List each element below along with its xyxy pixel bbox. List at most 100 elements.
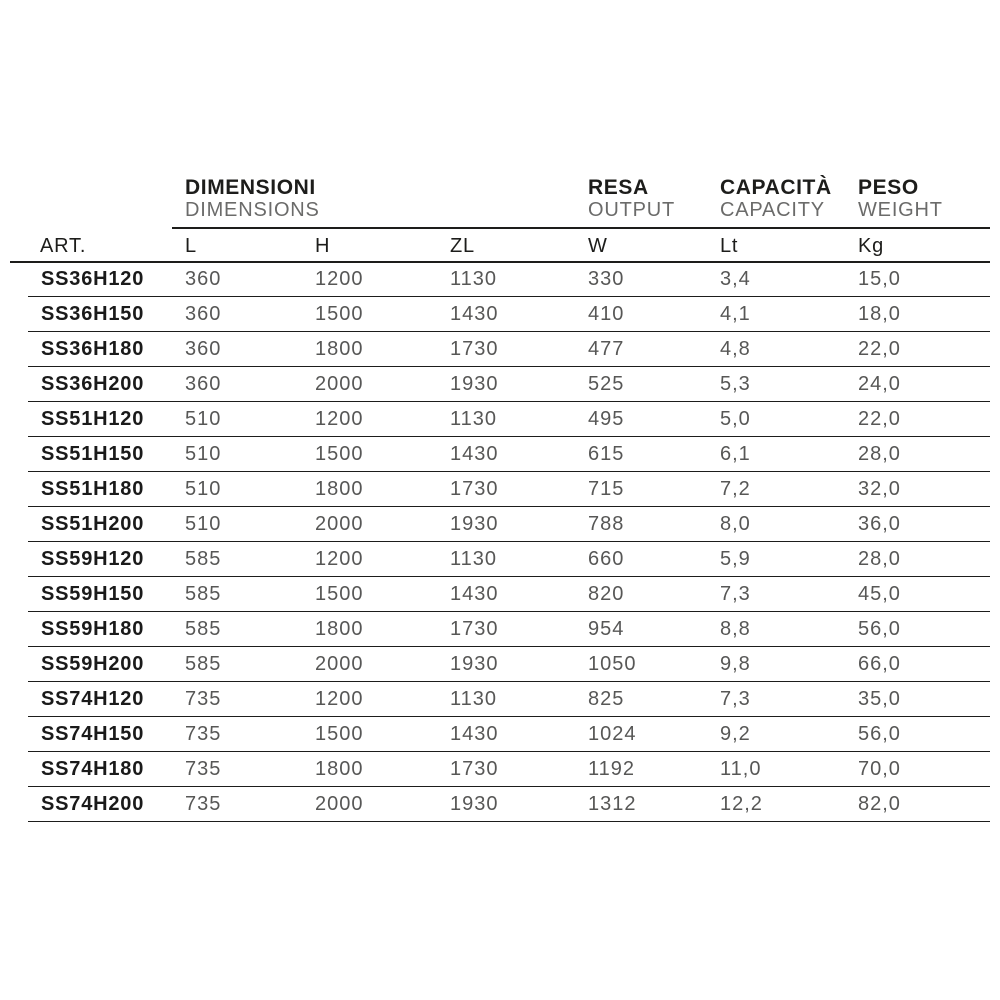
column-header-art: ART. — [40, 234, 87, 257]
cell-lt: 7,2 — [720, 478, 751, 500]
cell-h: 1800 — [315, 478, 364, 500]
cell-lt: 8,0 — [720, 513, 751, 535]
table-row: SS74H120 735 1200 1130 825 7,3 35,0 — [0, 682, 990, 717]
cell-l: 360 — [185, 303, 222, 325]
group-label-italian: DIMENSIONI — [185, 176, 316, 199]
cell-h: 1500 — [315, 583, 364, 605]
table-row: SS59H120 585 1200 1130 660 5,9 28,0 — [0, 542, 990, 577]
table-row: SS36H150 360 1500 1430 410 4,1 18,0 — [0, 297, 990, 332]
table-row: SS51H120 510 1200 1130 495 5,0 22,0 — [0, 402, 990, 437]
cell-kg: 32,0 — [858, 478, 901, 500]
article-code: SS74H120 — [41, 688, 145, 710]
cell-h: 1800 — [315, 338, 364, 360]
cell-lt: 12,2 — [720, 793, 763, 815]
cell-l: 585 — [185, 653, 222, 675]
cell-lt: 4,8 — [720, 338, 751, 360]
article-code: SS36H180 — [41, 338, 145, 360]
article-code: SS59H150 — [41, 583, 145, 605]
cell-l: 510 — [185, 443, 222, 465]
cell-h: 2000 — [315, 373, 364, 395]
table-row: SS36H180 360 1800 1730 477 4,8 22,0 — [0, 332, 990, 367]
cell-kg: 35,0 — [858, 688, 901, 710]
group-label-italian: RESA — [588, 176, 649, 199]
column-header-h: H — [315, 234, 331, 257]
article-code: SS51H180 — [41, 478, 145, 500]
cell-zl: 1430 — [450, 443, 499, 465]
article-code: SS51H120 — [41, 408, 145, 430]
article-code: SS59H200 — [41, 653, 145, 675]
cell-kg: 45,0 — [858, 583, 901, 605]
cell-zl: 1930 — [450, 653, 499, 675]
cell-lt: 5,9 — [720, 548, 751, 570]
cell-zl: 1130 — [450, 408, 498, 430]
table-row: SS36H120 360 1200 1130 330 3,4 15,0 — [0, 262, 990, 297]
cell-l: 510 — [185, 408, 222, 430]
cell-h: 1800 — [315, 618, 364, 640]
cell-kg: 22,0 — [858, 338, 901, 360]
table-row: SS36H200 360 2000 1930 525 5,3 24,0 — [0, 367, 990, 402]
cell-w: 1312 — [588, 793, 637, 815]
cell-h: 2000 — [315, 653, 364, 675]
cell-h: 1500 — [315, 303, 364, 325]
cell-l: 735 — [185, 688, 222, 710]
cell-kg: 82,0 — [858, 793, 901, 815]
cell-zl: 1430 — [450, 303, 499, 325]
header-separator-line — [10, 261, 990, 263]
cell-zl: 1430 — [450, 583, 499, 605]
cell-h: 1200 — [315, 268, 364, 290]
cell-w: 477 — [588, 338, 625, 360]
cell-lt: 8,8 — [720, 618, 751, 640]
column-header-kg: Kg — [858, 234, 885, 257]
cell-zl: 1930 — [450, 513, 499, 535]
cell-lt: 11,0 — [720, 758, 762, 780]
cell-kg: 56,0 — [858, 618, 901, 640]
article-code: SS59H180 — [41, 618, 145, 640]
cell-l: 360 — [185, 373, 222, 395]
column-group-weight: PESO WEIGHT — [858, 177, 943, 222]
cell-kg: 18,0 — [858, 303, 901, 325]
cell-kg: 28,0 — [858, 548, 901, 570]
cell-l: 735 — [185, 758, 222, 780]
cell-kg: 22,0 — [858, 408, 901, 430]
cell-lt: 5,3 — [720, 373, 751, 395]
cell-w: 825 — [588, 688, 625, 710]
cell-h: 1500 — [315, 723, 364, 745]
cell-lt: 3,4 — [720, 268, 751, 290]
table-row: SS74H200 735 2000 1930 1312 12,2 82,0 — [0, 787, 990, 822]
article-code: SS74H180 — [41, 758, 145, 780]
group-label-english: OUTPUT — [588, 199, 676, 221]
column-header-zl: ZL — [450, 234, 475, 257]
cell-w: 615 — [588, 443, 625, 465]
cell-lt: 9,8 — [720, 653, 751, 675]
cell-zl: 1430 — [450, 723, 499, 745]
article-code: SS59H120 — [41, 548, 145, 570]
cell-lt: 5,0 — [720, 408, 751, 430]
cell-l: 585 — [185, 548, 222, 570]
column-header-w: W — [588, 234, 608, 257]
cell-kg: 70,0 — [858, 758, 901, 780]
cell-zl: 1730 — [450, 758, 499, 780]
cell-w: 954 — [588, 618, 625, 640]
group-label-english: WEIGHT — [858, 199, 943, 221]
column-group-output: RESA OUTPUT — [588, 176, 676, 222]
table-row: SS51H180 510 1800 1730 715 7,2 32,0 — [0, 472, 990, 507]
cell-w: 715 — [588, 478, 625, 500]
cell-zl: 1130 — [450, 548, 498, 570]
cell-w: 660 — [588, 548, 625, 570]
cell-w: 820 — [588, 583, 625, 605]
group-label-italian: CAPACITÀ — [720, 176, 832, 199]
cell-lt: 7,3 — [720, 583, 751, 605]
cell-kg: 36,0 — [858, 513, 901, 535]
column-header-l: L — [185, 234, 197, 257]
article-code: SS74H150 — [41, 723, 145, 745]
cell-zl: 1930 — [450, 373, 499, 395]
table-row: SS74H150 735 1500 1430 1024 9,2 56,0 — [0, 717, 990, 752]
article-code: SS51H150 — [41, 443, 145, 465]
cell-h: 2000 — [315, 513, 364, 535]
article-code: SS36H120 — [41, 268, 145, 290]
cell-zl: 1730 — [450, 618, 499, 640]
cell-l: 360 — [185, 268, 222, 290]
cell-lt: 9,2 — [720, 723, 751, 745]
cell-h: 1200 — [315, 408, 364, 430]
